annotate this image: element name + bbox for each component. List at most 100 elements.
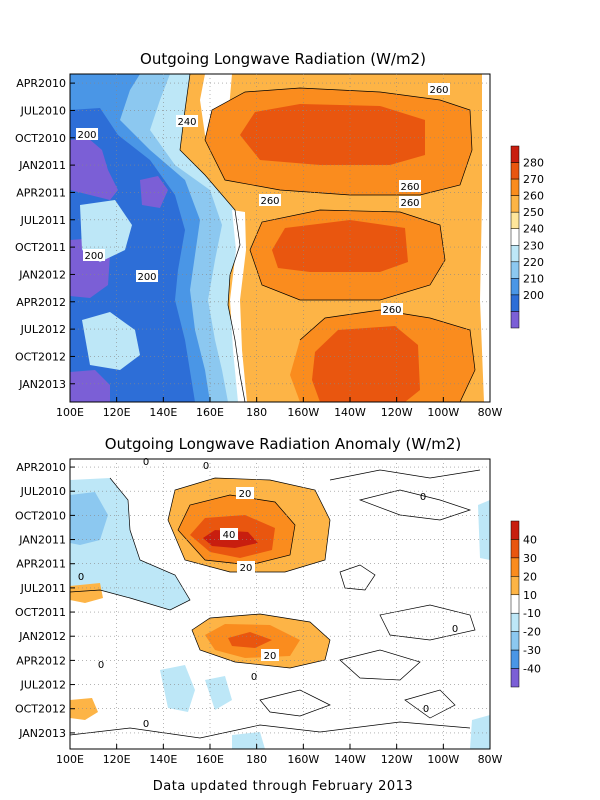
anomaly-colorbar-label: 20: [523, 570, 537, 583]
anomaly-contour-label: 20: [264, 651, 277, 662]
anomaly-contour-zero-a: [329, 469, 481, 481]
anomaly-contour-label: 0: [420, 492, 426, 503]
olr-band-270-top: [240, 104, 425, 165]
olr-colorbar-swatch: [510, 195, 520, 213]
anomaly-neg-patch-b: [205, 676, 232, 710]
anomaly-panel: Outgoing Longwave Radiation Anomaly (W/m…: [15, 435, 541, 766]
olr-band-200-d: [140, 176, 168, 208]
olr-contour-240: [179, 74, 246, 402]
olr-colorbar-swatch: [510, 245, 520, 263]
olr-clabel-bg: [136, 270, 158, 282]
anomaly-contour-zero-d: [379, 604, 476, 641]
olr-y-tick-label: OCT2011: [15, 241, 66, 254]
anomaly-colorbar-swatch: [510, 631, 520, 651]
anomaly-y-tick-label: APR2011: [16, 558, 66, 571]
olr-x-tick-label: 100W: [427, 406, 459, 419]
olr-contour-260-mid: [249, 209, 446, 301]
olr-x-tick-label: 120W: [381, 406, 413, 419]
anomaly-colorbar-swatch: [510, 557, 520, 577]
anomaly-colorbar-label: -10: [523, 607, 541, 620]
olr-contour-label: 200: [84, 251, 103, 262]
olr-y-tick-label: APR2012: [16, 296, 66, 309]
olr-colorbar-swatch: [510, 145, 520, 163]
anomaly-x-tick-label: 80W: [478, 753, 503, 766]
anomaly-y-tick-label: OCT2010: [15, 509, 66, 522]
olr-clabel-bg: [381, 303, 403, 315]
olr-colorbar-swatch: [510, 178, 520, 196]
anomaly-x-tick-label: 100E: [56, 753, 84, 766]
anomaly-x-tick-label: 140W: [334, 753, 366, 766]
olr-x-tick-label: 160W: [287, 406, 319, 419]
olr-y-tick-label: JAN2011: [18, 159, 66, 172]
olr-clabel-bg: [76, 128, 98, 140]
anomaly-colorbar-label: 30: [523, 552, 537, 565]
olr-contour-label: 200: [77, 130, 96, 141]
olr-colorbar: 280 270 260 250 240 230 220 210 200: [510, 145, 544, 329]
anomaly-pos-west-b: [70, 698, 98, 720]
anomaly-contour-zero-e: [339, 649, 421, 681]
olr-band-200-c: [70, 370, 110, 402]
anomaly-y-tick-label: JAN2012: [18, 630, 66, 643]
olr-light-patch-a: [80, 200, 132, 262]
olr-y-tick-label: APR2011: [16, 186, 66, 199]
olr-contour-label: 240: [177, 117, 196, 128]
olr-y-ticks: APR2010 JUL2010 OCT2010 JAN2011 APR2011 JUL20…: [15, 77, 75, 391]
olr-panel: Outgoing Longwave Radiation (W/m2): [15, 50, 544, 419]
olr-contour-260-bot: [299, 309, 476, 402]
olr-y-tick-label: OCT2012: [15, 350, 66, 363]
olr-colorbar-swatch: [510, 228, 520, 246]
anomaly-contour-10-top: [167, 477, 331, 573]
anomaly-colorbar-label: 40: [523, 533, 537, 546]
olr-colorbar-swatch: [510, 278, 520, 296]
anomaly-neg-patch-c: [232, 732, 265, 749]
anomaly-x-tick-label: 160E: [196, 753, 224, 766]
olr-colorbar-swatch: [510, 294, 520, 312]
olr-colorbar-label: 250: [523, 206, 544, 219]
anomaly-contour-label: 0: [143, 719, 149, 730]
anomaly-y-tick-label: JUL2012: [20, 679, 66, 692]
anomaly-colorbar: 40 30 20 10 -10 -20 -30 -40: [510, 520, 541, 688]
anomaly-contour-label: 20: [239, 489, 252, 500]
anomaly-contour-10-mid: [191, 613, 331, 669]
olr-x-tick-label: 140E: [149, 406, 177, 419]
anomaly-contour-label: 40: [223, 530, 236, 541]
anomaly-contour-label: 0: [452, 624, 458, 635]
anomaly-x-ticks: 100E 120E 140E 160E 180 160W 140W 120W 100W 80W: [56, 744, 503, 766]
olr-colorbar-swatch: [510, 211, 520, 229]
olr-colorbar-label: 220: [523, 256, 544, 269]
anomaly-neg-20-west: [70, 492, 108, 545]
anomaly-contour-label: 0: [203, 461, 209, 472]
olr-colorbar-swatch: [510, 311, 520, 329]
olr-contour-label: 260: [400, 182, 419, 193]
anomaly-y-tick-label: JUL2011: [20, 582, 66, 595]
anomaly-clabel-bg: [236, 487, 254, 499]
anomaly-y-tick-label: OCT2012: [15, 703, 66, 716]
data-updated-footer: Data updated through February 2013: [153, 779, 413, 794]
anomaly-contour-label: 20: [240, 563, 253, 574]
anomaly-x-tick-label: 180: [246, 753, 267, 766]
anomaly-x-tick-label: 120W: [381, 753, 413, 766]
olr-contour-label: 260: [260, 196, 279, 207]
olr-east-edge-strip: [480, 74, 490, 402]
anomaly-neg-east-b: [470, 715, 490, 749]
anomaly-contour-zero-c: [339, 564, 376, 591]
anomaly-colorbar-label: 10: [523, 589, 537, 602]
anomaly-clabel-bg: [261, 649, 279, 661]
olr-y-tick-label: OCT2010: [15, 132, 66, 145]
anomaly-clabel-bg: [237, 561, 255, 573]
anomaly-x-tick-label: 140E: [149, 753, 177, 766]
olr-colorbar-label: 280: [523, 157, 544, 170]
anomaly-title: Outgoing Longwave Radiation Anomaly (W/m…: [105, 435, 461, 453]
anomaly-y-ticks: APR2010 JUL2010 OCT2010 JAN2011 APR2011 JUL20…: [15, 461, 75, 740]
anomaly-colorbar-swatch: [510, 668, 520, 688]
olr-x-tick-label: 120E: [103, 406, 131, 419]
anomaly-clabel-bg: [220, 528, 238, 540]
olr-contour-label: 260: [429, 85, 448, 96]
olr-clabel-bg: [399, 180, 421, 192]
anomaly-contour-label: 0: [78, 572, 84, 583]
olr-grid: [70, 74, 490, 402]
olr-colorbar-label: 260: [523, 190, 544, 203]
anomaly-colorbar-swatch: [510, 594, 520, 614]
olr-y-tick-label: JUL2010: [20, 104, 66, 117]
